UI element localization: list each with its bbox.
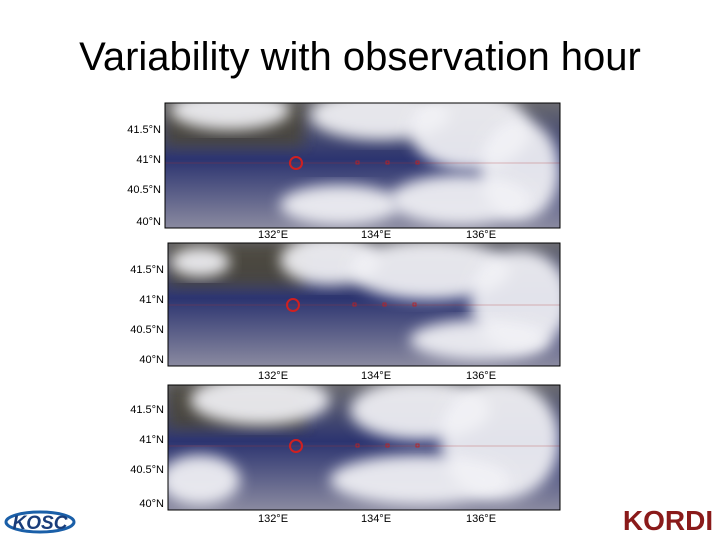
lat-label: 41.5°N <box>127 124 161 136</box>
satellite-image <box>165 103 560 228</box>
lat-label: 41°N <box>139 294 164 306</box>
cloud <box>330 455 510 505</box>
station-circle <box>289 439 303 453</box>
lon-label: 132°E <box>258 513 288 525</box>
cloud <box>168 455 240 505</box>
station-marker <box>382 302 387 307</box>
lon-label: 134°E <box>361 370 391 382</box>
frame <box>167 242 561 367</box>
panel: 41.5°N 41°N 40.5°N 40°N 132°E 134°E 136°E <box>127 102 561 241</box>
lat-label: 40.5°N <box>130 464 164 476</box>
frame <box>167 384 561 511</box>
lat-label: 40°N <box>139 498 164 510</box>
station-marker <box>415 443 420 448</box>
lat-label: 41.5°N <box>130 264 164 276</box>
panel: 41.5°N 41°N 40.5°N 40°N 132°E 134°E 136°E <box>130 242 561 382</box>
logo-left: KOSC <box>4 510 76 534</box>
logo-right: KORDI <box>623 505 713 536</box>
lat-label: 40.5°N <box>127 184 161 196</box>
station-circle <box>286 298 300 312</box>
lon-label: 132°E <box>258 370 288 382</box>
station-marker <box>355 160 360 165</box>
cloud <box>350 243 510 300</box>
station-circle <box>289 156 303 170</box>
lon-label: 134°E <box>361 229 391 241</box>
lon-label: 136°E <box>466 370 496 382</box>
lat-label: 41°N <box>136 154 161 166</box>
cloud <box>390 175 530 225</box>
satellite-image <box>168 243 560 366</box>
frame <box>164 102 561 229</box>
lat-label: 40.5°N <box>130 324 164 336</box>
logo-text: KOSC <box>13 513 68 534</box>
cloud <box>410 320 550 360</box>
cloud <box>170 247 230 277</box>
station-marker <box>385 443 390 448</box>
panel: 41.5°N 41°N 40.5°N 40°N 132°E 134°E 136°E <box>130 384 561 525</box>
cloud <box>170 103 290 130</box>
slide-title: Variability with observation hour <box>79 35 641 79</box>
station-marker <box>385 160 390 165</box>
lat-label: 41°N <box>139 434 164 446</box>
lat-label: 41.5°N <box>130 404 164 416</box>
cloud <box>280 185 400 225</box>
satellite-image <box>168 385 560 510</box>
lon-label: 134°E <box>361 513 391 525</box>
lat-label: 40°N <box>136 216 161 228</box>
station-marker <box>355 443 360 448</box>
station-marker <box>415 160 420 165</box>
lon-label: 136°E <box>466 229 496 241</box>
cloud <box>190 385 330 425</box>
station-marker <box>412 302 417 307</box>
lon-label: 136°E <box>466 513 496 525</box>
station-marker <box>352 302 357 307</box>
lon-label: 132°E <box>258 229 288 241</box>
lat-label: 40°N <box>139 354 164 366</box>
